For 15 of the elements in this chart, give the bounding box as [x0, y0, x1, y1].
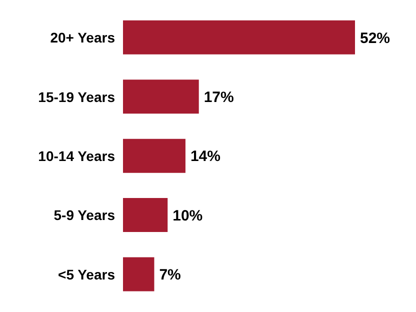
y-tick-label: 10-14 Years	[38, 148, 116, 164]
y-tick-label: 15-19 Years	[38, 88, 116, 105]
y-tick-label: 5-9 Years	[54, 207, 116, 224]
data-label: 10%	[172, 207, 203, 224]
y-tick-label: <5 Years	[58, 266, 116, 282]
data-label: 17%	[204, 88, 234, 106]
data-label: 7%	[159, 266, 181, 284]
data-label: 52%	[360, 30, 390, 47]
y-tick-label: 20+ Years	[50, 30, 116, 46]
bar	[123, 257, 154, 292]
bar	[123, 138, 186, 173]
data-label: 14%	[190, 148, 220, 166]
bar	[123, 198, 168, 232]
bar	[123, 20, 355, 54]
bar	[123, 80, 199, 114]
